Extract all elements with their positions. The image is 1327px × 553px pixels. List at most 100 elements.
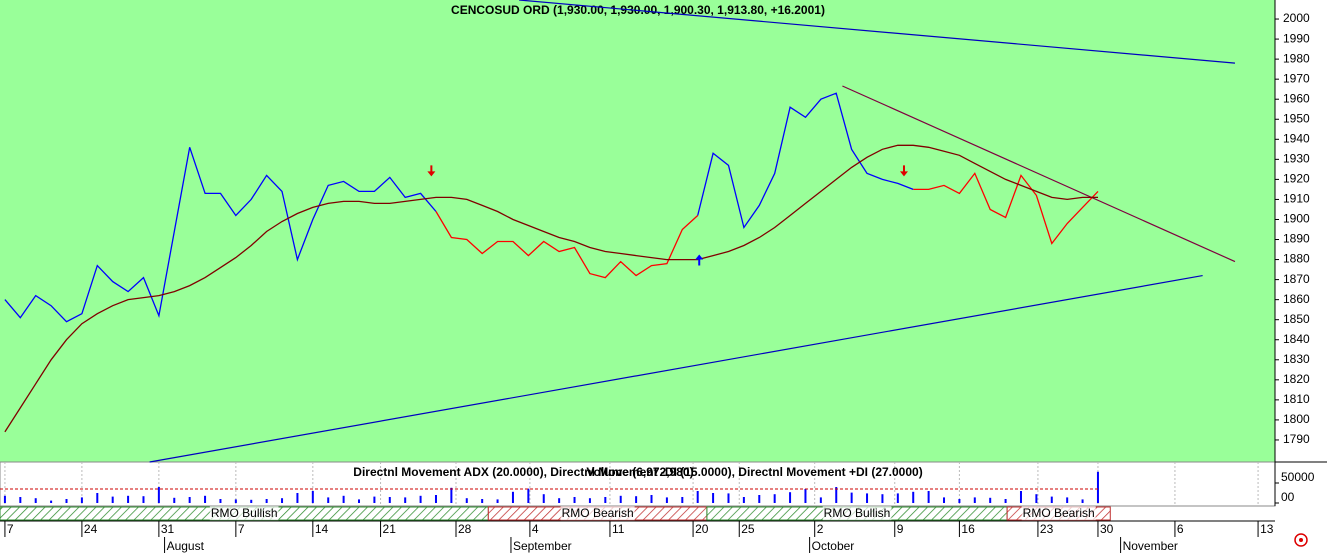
volume-bar	[19, 497, 22, 503]
volume-bar	[542, 494, 545, 503]
volume-bar	[465, 498, 468, 503]
volume-bar	[434, 495, 437, 503]
x-tick-label: 14	[315, 522, 329, 536]
x-tick-label: 25	[741, 522, 755, 536]
y-tick-label: 1870	[1283, 272, 1310, 286]
volume-bar	[1096, 471, 1099, 503]
x-tick-label: 7	[238, 522, 245, 536]
volume-bar	[281, 498, 284, 503]
y-tick-label: 1940	[1283, 131, 1310, 145]
volume-bar	[742, 497, 745, 503]
volume-bar	[881, 494, 884, 503]
x-tick-label: 7	[7, 522, 14, 536]
volume-bar	[204, 495, 207, 503]
trendline	[842, 85, 1236, 263]
volume-bar	[727, 493, 730, 503]
volume-bar	[3, 495, 6, 503]
y-tick-label: 1980	[1283, 51, 1310, 65]
volume-bar	[358, 499, 361, 503]
y-tick-label: 2000	[1283, 11, 1310, 25]
y-tick-label: 1920	[1283, 172, 1310, 186]
volume-bar	[650, 495, 653, 503]
volume-bar	[450, 487, 453, 503]
volume-bar	[604, 497, 607, 503]
y-tick-label: 1800	[1283, 412, 1310, 426]
volume-bar	[912, 491, 915, 503]
signal-arrow	[695, 254, 704, 266]
x-tick-label: 9	[897, 522, 904, 536]
volume-bar	[943, 497, 946, 503]
trendline	[519, 0, 1236, 64]
y-tick-label: 1860	[1283, 292, 1310, 306]
volume-panel-title: Directnl Movement ADX (20.0000), Directn…	[353, 465, 922, 479]
trendline	[149, 275, 1203, 463]
volume-bar	[111, 496, 114, 503]
volume-y-tick-label: 00	[1281, 490, 1295, 504]
volume-bar	[973, 497, 976, 503]
volume-bar	[142, 496, 145, 503]
x-tick-label: 2	[817, 522, 824, 536]
y-tick-label: 1910	[1283, 192, 1310, 206]
rmo-label-bg	[209, 506, 279, 521]
x-tick-label: 13	[1260, 522, 1274, 536]
volume-bar	[866, 493, 869, 503]
volume-bar	[527, 488, 530, 503]
volume-bar	[96, 493, 99, 503]
signal-arrow	[427, 165, 436, 177]
volume-panel	[0, 461, 1276, 507]
volume-bar	[157, 487, 160, 503]
month-label: August	[167, 539, 205, 553]
volume-bar	[835, 487, 838, 503]
volume-bar	[588, 498, 591, 503]
volume-bar	[234, 499, 237, 503]
y-tick-label: 1830	[1283, 352, 1310, 366]
volume-bar	[65, 499, 68, 503]
rmo-label-bg	[560, 506, 635, 521]
x-tick-label: 6	[1177, 522, 1184, 536]
x-tick-label: 24	[84, 522, 98, 536]
volume-bar	[127, 495, 130, 503]
volume-bar	[1004, 499, 1007, 503]
volume-bar	[250, 499, 253, 503]
x-tick-label: 23	[1040, 522, 1054, 536]
volume-bar	[1066, 497, 1069, 503]
volume-bar	[819, 497, 822, 503]
x-tick-label: 21	[383, 522, 397, 536]
volume-bar	[404, 497, 407, 503]
rmo-label-bg	[822, 506, 892, 521]
y-tick-label: 1790	[1283, 432, 1310, 446]
volume-bar	[342, 495, 345, 503]
y-tick-label: 1930	[1283, 152, 1310, 166]
rmo-label: RMO Bearish	[562, 506, 634, 520]
rmo-label: RMO Bullish	[211, 506, 278, 520]
volume-bar	[558, 498, 561, 503]
x-tick-label: 28	[458, 522, 472, 536]
volume-overlay-label: Volume (6,972,980)	[586, 465, 693, 479]
volume-bar	[681, 497, 684, 503]
volume-bar	[896, 493, 899, 503]
signal-arrow	[899, 165, 908, 177]
y-tick-label: 1890	[1283, 232, 1310, 246]
y-tick-label: 1900	[1283, 212, 1310, 226]
volume-bar	[958, 499, 961, 503]
month-label: November	[1123, 539, 1178, 553]
price-line	[435, 172, 1099, 279]
volume-bar	[188, 497, 191, 503]
volume-bar	[296, 493, 299, 503]
volume-bar	[388, 497, 391, 503]
rmo-label-bg	[1021, 506, 1096, 521]
volume-bar	[927, 491, 930, 503]
x-tick-label: 11	[612, 522, 625, 536]
y-tick-label: 1950	[1283, 111, 1310, 125]
y-tick-label: 1990	[1283, 31, 1310, 45]
month-label: October	[812, 539, 855, 553]
volume-bar	[219, 499, 222, 503]
x-tick-label: 4	[532, 522, 539, 536]
volume-bar	[50, 500, 53, 503]
price-line	[4, 144, 1098, 433]
volume-bar	[619, 495, 622, 503]
volume-bar	[635, 496, 638, 503]
volume-bar	[481, 499, 484, 503]
